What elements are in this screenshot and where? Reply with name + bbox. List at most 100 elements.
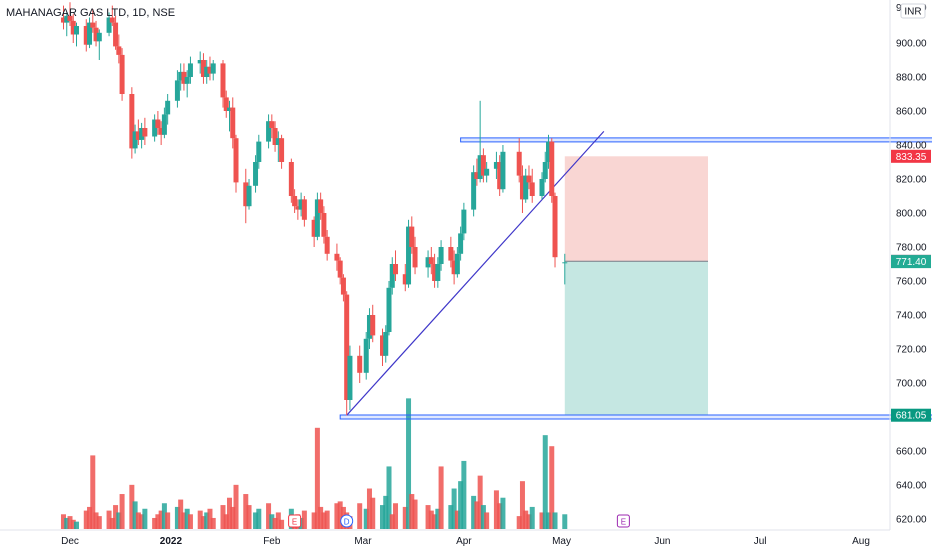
volume-bar <box>383 495 389 529</box>
candle-body <box>223 97 229 111</box>
volume-bar <box>197 510 203 529</box>
dividend-badge[interactable] <box>340 514 354 528</box>
candle <box>184 70 190 98</box>
candle-body <box>60 17 66 23</box>
price-tick-label: 640.00 <box>896 481 927 492</box>
candle <box>340 274 346 302</box>
candle <box>474 158 480 186</box>
volume-bar <box>562 514 568 529</box>
candle-body <box>432 264 438 281</box>
candle <box>428 247 434 275</box>
candle-body <box>484 168 490 176</box>
candle <box>497 155 503 196</box>
price-tag-label: 833.35 <box>896 152 927 163</box>
volume-bar <box>363 508 369 529</box>
volume-bar <box>402 506 408 529</box>
time-axis[interactable]: Dec 2022 Feb Mar Apr May Jun Jul Aug <box>61 536 870 547</box>
horizontal-levels[interactable] <box>339 137 932 420</box>
candle-body <box>425 257 431 268</box>
candle <box>197 51 203 74</box>
candle-body <box>428 257 434 264</box>
trendline[interactable] <box>346 130 605 416</box>
candle <box>379 328 385 366</box>
candle <box>542 151 548 183</box>
candles <box>60 2 568 416</box>
volume-bar <box>357 503 363 529</box>
volume-bar <box>113 505 119 529</box>
candle <box>552 192 558 268</box>
trendline-layer[interactable] <box>346 130 605 416</box>
support-level[interactable] <box>339 414 932 420</box>
candle-body <box>480 155 486 176</box>
price-tick-label: 660.00 <box>896 447 927 458</box>
candle <box>227 100 233 132</box>
candle <box>155 111 161 135</box>
candle-body <box>474 172 480 179</box>
candle <box>311 216 317 247</box>
resistance-level[interactable] <box>460 137 932 143</box>
candle-body <box>292 196 298 207</box>
price-tick-label: 740.00 <box>896 311 927 322</box>
candle-body <box>275 138 281 145</box>
candle-body <box>477 155 483 179</box>
volume-bar <box>318 506 324 529</box>
event-marker[interactable]: E <box>288 514 302 528</box>
candle <box>409 216 415 254</box>
candle-body <box>83 26 89 45</box>
volume-bar <box>74 521 80 529</box>
candle <box>161 107 167 139</box>
volume-bar <box>366 488 372 529</box>
candle-body <box>119 54 125 94</box>
candle <box>139 122 145 149</box>
candle-body <box>165 100 171 115</box>
candle-body <box>409 226 415 247</box>
volume-bar <box>301 510 307 529</box>
candle-body <box>340 277 346 295</box>
volume-bar <box>178 499 184 529</box>
candle-body <box>200 60 206 77</box>
volume-bar <box>93 512 99 529</box>
earnings-badge[interactable] <box>616 514 630 528</box>
volume-bar <box>406 398 412 529</box>
volume-bar <box>454 510 460 529</box>
currency-badge[interactable]: INR <box>900 3 926 19</box>
event-marker[interactable]: D <box>340 514 354 528</box>
candle-body <box>298 199 304 210</box>
stop-loss-zone[interactable] <box>564 156 709 262</box>
candle-body <box>383 332 389 356</box>
candle-body <box>529 182 535 196</box>
volume-bar <box>451 488 457 529</box>
candle <box>220 60 226 108</box>
candle-body <box>546 141 552 162</box>
volume-bar <box>497 503 503 529</box>
volume-bar <box>67 516 73 529</box>
volume-bar <box>223 514 229 529</box>
volume-bar <box>135 512 141 529</box>
candle-body <box>412 247 418 268</box>
candle <box>529 168 535 203</box>
take-profit-zone[interactable] <box>564 261 709 416</box>
event-marker[interactable]: E <box>616 514 630 528</box>
volume-bar <box>132 501 138 529</box>
volume-bar <box>324 510 330 529</box>
candle-body <box>366 315 372 339</box>
candle-body <box>311 219 317 237</box>
position-zones <box>564 156 709 416</box>
time-tick-label: Mar <box>354 536 372 547</box>
candle-body <box>324 236 330 254</box>
volume-bar <box>425 505 431 529</box>
candle <box>519 165 525 213</box>
volume-bar <box>432 514 438 529</box>
volume-bar <box>227 497 233 529</box>
candle <box>187 56 193 84</box>
volume-bar <box>552 512 558 529</box>
candle <box>451 250 457 285</box>
price-tag: 681.05 <box>891 408 931 422</box>
volume-bar <box>64 517 70 529</box>
candle-body <box>139 128 145 140</box>
volume-bar <box>158 510 164 529</box>
price-tick-label: 800.00 <box>896 209 927 220</box>
earnings-badge[interactable] <box>288 514 302 528</box>
